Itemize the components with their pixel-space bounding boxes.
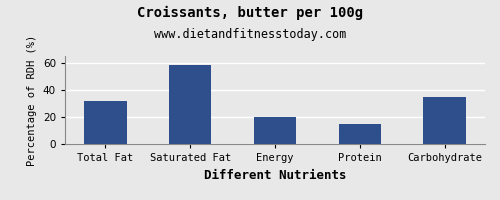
- Bar: [254, 117, 296, 144]
- X-axis label: Different Nutrients: Different Nutrients: [204, 169, 346, 182]
- Text: www.dietandfitnesstoday.com: www.dietandfitnesstoday.com: [154, 28, 346, 41]
- Text: Croissants, butter per 100g: Croissants, butter per 100g: [137, 6, 363, 20]
- Bar: [84, 101, 126, 144]
- Y-axis label: Percentage of RDH (%): Percentage of RDH (%): [28, 34, 38, 166]
- Bar: [338, 124, 381, 144]
- Bar: [169, 65, 212, 144]
- Bar: [424, 97, 466, 144]
